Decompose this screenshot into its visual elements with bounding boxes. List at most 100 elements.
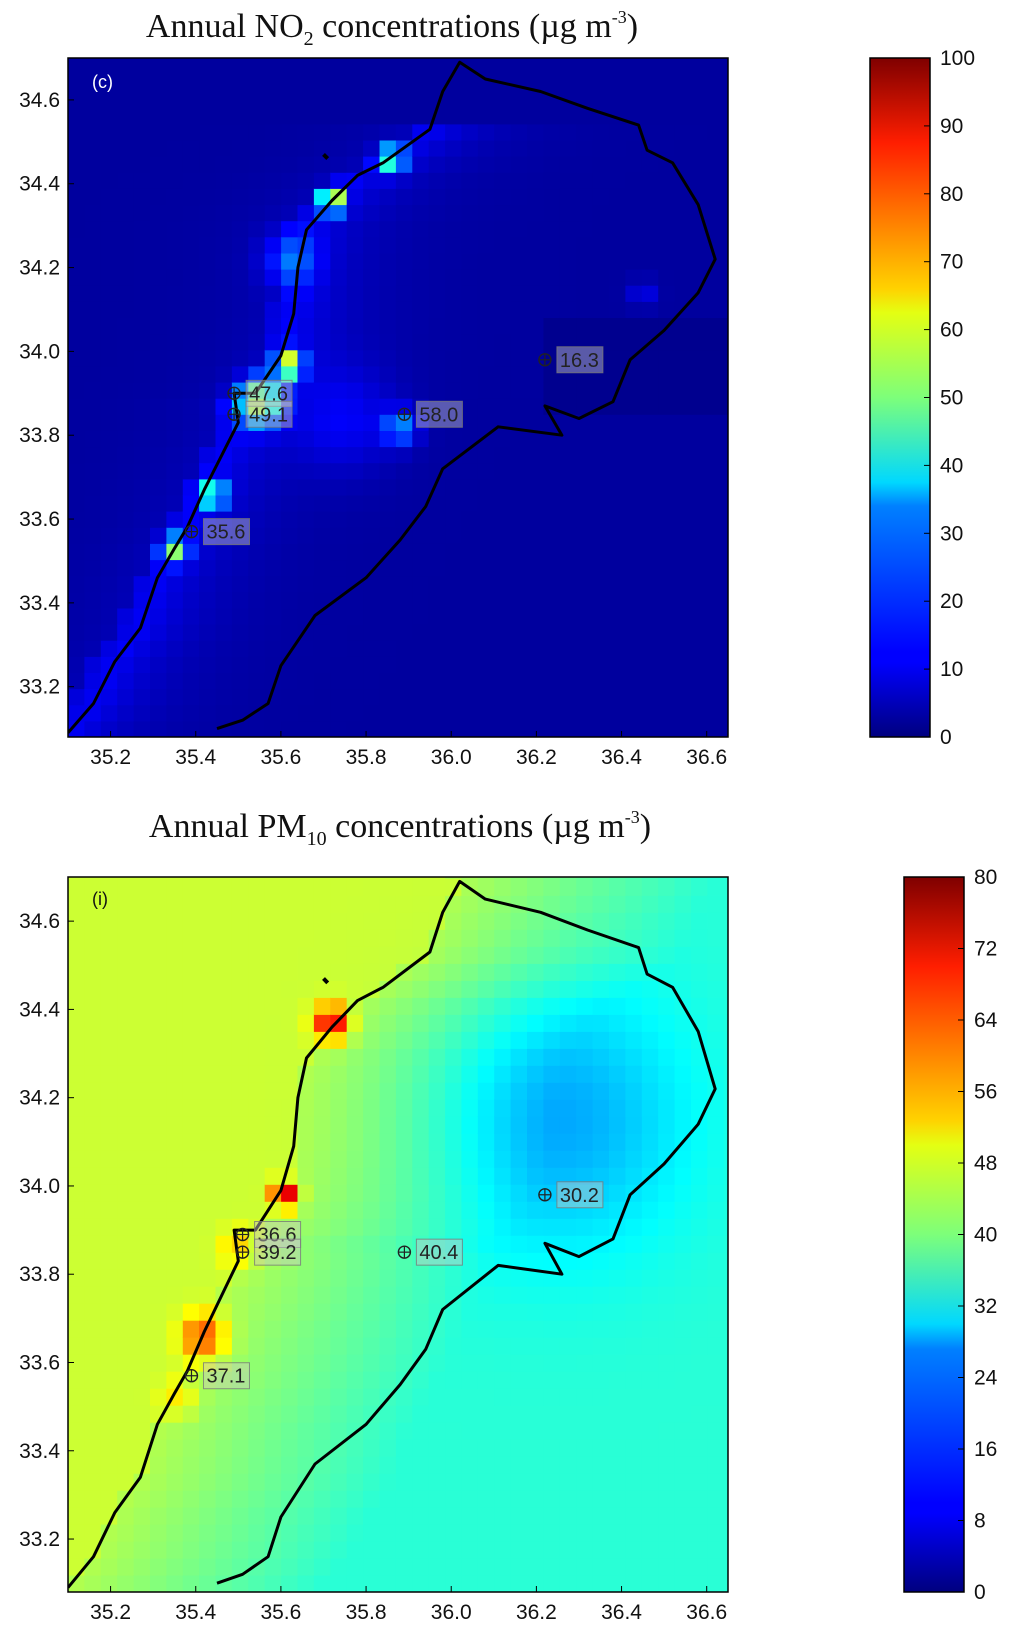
grid-cell <box>707 1473 725 1491</box>
grid-cell <box>412 511 430 528</box>
grid-cell <box>166 1439 184 1457</box>
grid-cell <box>625 656 643 673</box>
grid-cell <box>313 220 331 238</box>
grid-cell <box>100 382 118 399</box>
colorbar-tick-label: 60 <box>940 319 963 342</box>
grid-cell <box>658 188 676 206</box>
grid-cell <box>559 543 577 561</box>
grid-cell <box>264 1558 282 1576</box>
grid-cell <box>412 75 430 93</box>
grid-cell <box>543 624 561 641</box>
grid-cell <box>330 656 348 673</box>
grid-cell <box>215 252 233 270</box>
x-tick-label: 36.4 <box>601 746 642 769</box>
grid-cell <box>395 349 413 367</box>
grid-cell <box>559 1524 577 1542</box>
grid-cell <box>592 365 610 383</box>
grid-cell <box>494 575 512 593</box>
grid-cell <box>559 1575 577 1592</box>
grid-cell <box>248 494 266 512</box>
grid-cell <box>363 1558 381 1576</box>
grid-cell <box>428 878 446 896</box>
grid-cell <box>231 559 249 577</box>
grid-cell <box>281 543 299 561</box>
grid-cell <box>395 1082 413 1100</box>
grid-cell <box>150 139 167 157</box>
grid-cell <box>264 59 282 76</box>
grid-cell <box>592 285 610 302</box>
grid-cell <box>133 317 151 335</box>
grid-cell <box>100 107 118 125</box>
grid-cell <box>691 1575 708 1592</box>
grid-cell <box>543 188 561 206</box>
grid-cell <box>625 877 643 879</box>
grid-cell <box>363 1303 381 1321</box>
grid-cell <box>658 1422 676 1440</box>
grid-cell <box>510 1405 528 1423</box>
grid-cell <box>609 997 626 1015</box>
grid-cell <box>68 1558 85 1576</box>
grid-cell <box>445 236 463 254</box>
grid-cell <box>494 1439 512 1457</box>
grid-cell <box>625 720 643 737</box>
grid-cell <box>346 878 364 896</box>
grid-cell <box>281 878 299 896</box>
grid-cell <box>313 1286 331 1304</box>
grid-cell <box>428 1218 446 1236</box>
grid-cell <box>445 624 463 641</box>
grid-cell <box>674 1558 692 1576</box>
grid-cell <box>428 656 446 673</box>
grid-cell <box>658 1269 676 1287</box>
grid-cell <box>494 1456 512 1474</box>
grid-cell <box>379 204 397 222</box>
grid-cell <box>445 1014 463 1032</box>
grid-cell <box>691 1252 708 1270</box>
grid-cell <box>281 1014 299 1032</box>
grid-cell <box>363 58 381 60</box>
grid-cell <box>445 365 463 383</box>
grid-cell <box>510 91 528 109</box>
grid-cell <box>231 878 249 896</box>
grid-cell <box>166 1252 184 1270</box>
grid-cell <box>641 527 659 544</box>
grid-cell <box>150 220 167 238</box>
grid-cell <box>625 59 643 76</box>
colorbar-tick-label: 30 <box>940 522 963 545</box>
grid-cell <box>215 317 233 335</box>
grid-cell <box>707 1456 725 1474</box>
grid-cell <box>723 301 728 318</box>
grid-cell <box>576 640 594 657</box>
grid-cell <box>723 1439 728 1457</box>
grid-cell <box>494 1337 512 1355</box>
grid-cell <box>346 1507 364 1525</box>
grid-cell <box>707 1167 725 1185</box>
grid-cell <box>641 878 659 896</box>
grid-cell <box>330 123 348 141</box>
grid-cell <box>199 349 217 367</box>
grid-cell <box>445 139 463 157</box>
grid-cell <box>150 1524 167 1542</box>
grid-cell <box>543 575 561 593</box>
grid-cell <box>231 156 249 173</box>
grid-cell <box>412 365 430 383</box>
grid-cell <box>510 1269 528 1287</box>
grid-cell <box>412 252 430 270</box>
grid-cell <box>510 1303 528 1321</box>
grid-cell <box>231 301 249 318</box>
station-marker: 39.2 <box>235 1238 302 1266</box>
grid-cell <box>166 1456 184 1474</box>
grid-cell <box>559 1507 577 1525</box>
grid-cell <box>576 1031 594 1049</box>
grid-cell <box>674 929 692 947</box>
grid-cell <box>395 269 413 286</box>
grid-cell <box>494 494 512 512</box>
grid-cell <box>412 1286 430 1304</box>
grid-cell <box>84 1405 102 1423</box>
grid-cell <box>609 575 626 593</box>
grid-cell <box>428 1303 446 1321</box>
grid-cell <box>428 877 446 879</box>
grid-cell <box>248 123 266 141</box>
grid-cell <box>494 1490 512 1508</box>
grid-cell <box>215 1116 233 1134</box>
grid-cell <box>395 997 413 1015</box>
